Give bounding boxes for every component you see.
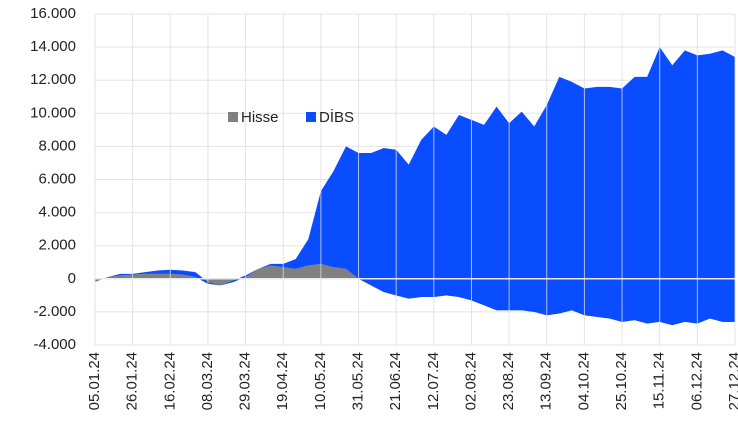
x-tick-label: 19.04.24	[274, 352, 291, 410]
x-tick-label: 08.03.24	[199, 352, 216, 410]
x-tick-label: 13.09.24	[538, 352, 555, 410]
area	[95, 47, 735, 326]
x-tick-label: 06.12.24	[688, 352, 705, 410]
x-tick-label: 16.02.24	[161, 352, 178, 410]
y-tick-label: 8.000	[38, 137, 76, 154]
x-tick-label: 04.10.24	[575, 352, 592, 410]
y-tick-label: -2.000	[33, 303, 76, 320]
x-tick-label: 12.07.24	[425, 352, 442, 410]
x-tick-label: 31.05.24	[349, 352, 366, 410]
y-tick-label: 14.000	[30, 38, 76, 55]
x-tick-label: 10.05.24	[312, 352, 329, 410]
y-tick-label: 2.000	[38, 237, 76, 254]
legend-swatch	[306, 112, 316, 122]
x-tick-label: 15.11.24	[651, 352, 668, 409]
legend-label: DİBS	[319, 108, 354, 126]
y-tick-label: 4.000	[38, 204, 76, 221]
legend-label: Hisse	[241, 109, 279, 126]
y-tick-label: 0	[68, 270, 76, 287]
x-tick-label: 23.08.24	[500, 352, 517, 410]
legend-swatch	[228, 112, 238, 122]
x-tick-label: 02.08.24	[462, 352, 479, 410]
x-tick-label: 21.06.24	[387, 352, 404, 410]
x-tick-label: 25.10.24	[613, 352, 630, 410]
x-tick-label: 05.01.24	[86, 352, 103, 410]
y-tick-label: 12.000	[30, 71, 76, 88]
y-tick-label: 16.000	[30, 5, 76, 22]
y-tick-label: -4.000	[33, 336, 76, 353]
y-tick-label: 6.000	[38, 170, 76, 187]
x-tick-label: 27.12.24	[726, 352, 738, 410]
y-tick-label: 10.000	[30, 104, 76, 121]
x-tick-label: 26.01.24	[124, 352, 141, 410]
x-tick-label: 29.03.24	[237, 352, 254, 410]
